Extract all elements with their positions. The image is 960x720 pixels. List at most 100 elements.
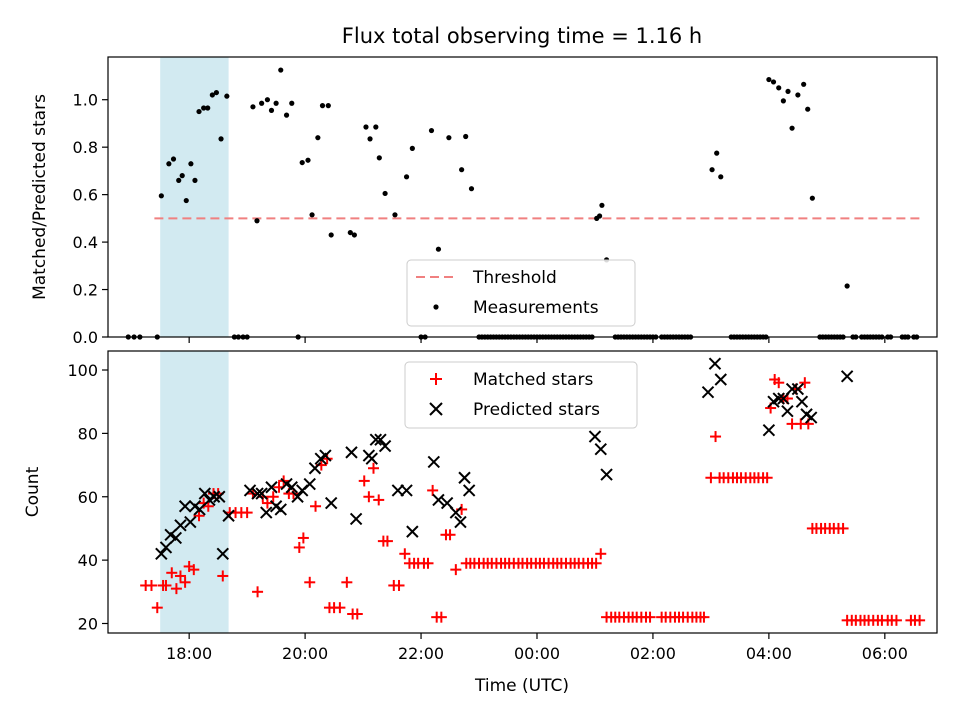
measurement-point bbox=[254, 218, 260, 224]
predicted-star-point bbox=[804, 411, 818, 424]
highlight-span-top bbox=[160, 57, 229, 337]
predicted-star-point bbox=[406, 525, 419, 538]
y-tick-label: 20 bbox=[78, 614, 98, 633]
predicted-star-point bbox=[762, 424, 776, 437]
measurement-point bbox=[709, 167, 715, 173]
bottom-x-ticks: 18:00 20:00 22:00 00:00 02:00 04:00 06:00 bbox=[166, 633, 908, 663]
measurement-point bbox=[278, 67, 284, 73]
bottom-panel: 20 40 60 80 100 18:00 20:00 22:00 00:00 02:00 04:… bbox=[23, 350, 938, 696]
legend-matched-label: Matched stars bbox=[473, 370, 593, 390]
predicted-star-point bbox=[303, 477, 316, 491]
y-tick-label: 1.0 bbox=[73, 91, 98, 110]
predicted-star-point bbox=[193, 503, 206, 516]
bottom-legend-box bbox=[404, 361, 638, 429]
predicted-star-point bbox=[222, 509, 235, 522]
predicted-star-point bbox=[349, 512, 363, 526]
measurement-point bbox=[714, 150, 720, 156]
matched-star-point bbox=[293, 541, 305, 553]
matched-star-point bbox=[914, 614, 926, 626]
measurement-point bbox=[170, 156, 177, 162]
y-tick-label: 0.4 bbox=[73, 233, 98, 252]
predicted-star-point bbox=[198, 487, 212, 500]
x-tick-label: 00:00 bbox=[514, 644, 560, 663]
measurement-point bbox=[409, 145, 415, 151]
matched-star-point bbox=[267, 491, 279, 503]
predicted-star-point bbox=[365, 452, 378, 465]
matched-star-point bbox=[799, 377, 811, 389]
matched-star-point bbox=[595, 548, 607, 560]
matched-star-point bbox=[193, 510, 205, 522]
bottom-y-axis-label: Count bbox=[23, 466, 43, 517]
matched-star-point bbox=[381, 535, 393, 547]
measurement-point bbox=[367, 136, 373, 142]
matched-star-point bbox=[422, 557, 434, 569]
predicted-star-point bbox=[251, 487, 264, 500]
measurement-point bbox=[805, 106, 811, 112]
matched-star-point bbox=[310, 500, 322, 512]
matched-star-point bbox=[261, 497, 273, 509]
x-tick-label: 04:00 bbox=[746, 644, 792, 663]
measurement-point bbox=[776, 85, 782, 91]
measurement-point bbox=[319, 103, 326, 109]
measurement-point bbox=[273, 100, 279, 106]
y-tick-label: 60 bbox=[78, 488, 98, 507]
predicted-star-point bbox=[285, 481, 298, 494]
measurement-point bbox=[789, 125, 795, 131]
predicted-star-point bbox=[594, 443, 607, 456]
predicted-star-point bbox=[169, 531, 183, 545]
y-tick-label: 0.0 bbox=[73, 328, 98, 347]
matched-star-point bbox=[241, 507, 253, 519]
measurement-point bbox=[325, 103, 331, 109]
measurement-point bbox=[196, 108, 202, 115]
predicted-star-point bbox=[449, 506, 463, 519]
measurement-point bbox=[309, 212, 315, 218]
measurement-point bbox=[158, 193, 164, 199]
predicted-star-point bbox=[588, 430, 602, 443]
predicted-star-point bbox=[432, 493, 445, 507]
top-y-axis-label: Matched/Predicted stars bbox=[30, 94, 50, 300]
predicted-star-point bbox=[791, 382, 805, 396]
matched-star-point bbox=[151, 602, 163, 614]
predicted-star-point bbox=[840, 370, 854, 383]
matched-star-point bbox=[450, 564, 462, 576]
matched-star-point bbox=[145, 579, 157, 591]
predicted-star-point bbox=[462, 484, 476, 497]
x-tick-label: 06:00 bbox=[862, 644, 908, 663]
measurement-point bbox=[268, 107, 275, 113]
matched-star-point bbox=[373, 494, 385, 506]
matched-star-point bbox=[358, 475, 370, 487]
measurement-point bbox=[780, 98, 786, 104]
matched-star-point bbox=[590, 557, 602, 569]
x-tick-label: 22:00 bbox=[398, 644, 444, 663]
matched-star-point bbox=[341, 576, 353, 588]
measurement-point bbox=[183, 197, 189, 204]
predicted-star-point bbox=[785, 382, 799, 396]
matched-star-point bbox=[435, 611, 447, 623]
matched-star-point bbox=[399, 548, 411, 560]
predicted-star-point bbox=[600, 468, 613, 481]
top-legend: Threshold Measurements bbox=[406, 259, 636, 327]
predicted-star-point bbox=[324, 496, 338, 510]
predicted-star-point bbox=[378, 439, 392, 453]
y-tick-label: 0.8 bbox=[73, 138, 98, 157]
bottom-y-ticks: 20 40 60 80 100 bbox=[67, 361, 108, 633]
measurement-point bbox=[315, 135, 321, 141]
top-axes-frame bbox=[107, 56, 938, 338]
legend-measurements-swatch bbox=[433, 304, 439, 310]
measurement-point bbox=[795, 92, 801, 98]
top-y-ticks: 0.0 0.2 0.4 0.6 0.8 1.0 bbox=[73, 91, 108, 347]
measurement-point bbox=[382, 190, 388, 197]
measurement-point bbox=[213, 89, 220, 96]
matched-star-point bbox=[217, 570, 229, 582]
measurement-point bbox=[459, 167, 465, 173]
measurement-point bbox=[209, 92, 215, 98]
matched-star-point bbox=[368, 462, 380, 474]
measurement-point bbox=[599, 202, 605, 208]
measurement-point bbox=[376, 155, 382, 161]
predicted-star-point bbox=[260, 506, 273, 519]
matched-star-point bbox=[351, 608, 363, 620]
matched-star-point bbox=[160, 579, 172, 591]
x-tick-label: 20:00 bbox=[282, 644, 328, 663]
measurement-point bbox=[403, 174, 410, 180]
